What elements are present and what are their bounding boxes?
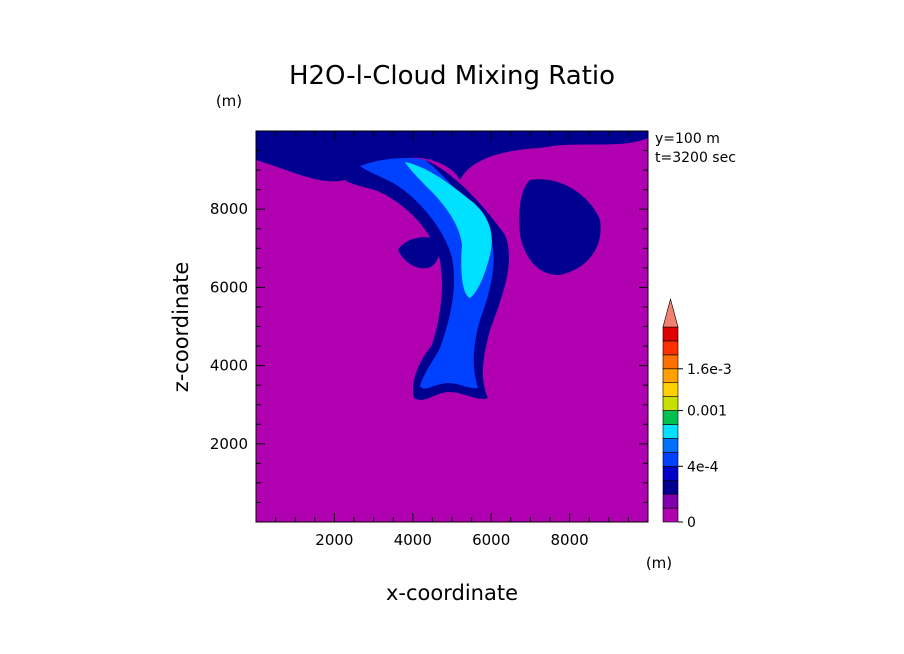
colorbar-tick-label: 1.6e-3	[687, 362, 732, 378]
colorbar-swatch	[662, 479, 679, 495]
colorbar-swatch	[662, 354, 679, 370]
y-ticks: 2000 4000 6000 8000	[210, 150, 648, 503]
colorbar-swatch	[662, 396, 679, 411]
contour-right-blob-inner	[539, 192, 591, 264]
y-axis-label: z-coordinate	[169, 262, 193, 393]
x-ticks: 2000 4000 6000 8000	[275, 131, 629, 549]
colorbar-tick-label: 4e-4	[687, 459, 719, 475]
colorbar-swatch	[662, 368, 679, 384]
colorbar-tick-label: 0	[687, 515, 696, 531]
annotation-t: t=3200 sec	[655, 150, 736, 166]
x-axis-label: x-coordinate	[386, 581, 518, 605]
colorbar-swatch	[662, 452, 679, 467]
y-tick-label: 4000	[210, 357, 248, 375]
colorbar-swatch	[662, 340, 679, 356]
colorbar: 0 4e-4 0.001 1.6e-3	[662, 297, 732, 531]
colorbar-swatch	[662, 382, 679, 397]
colorbar-swatch	[662, 507, 679, 523]
y-unit-label: (m)	[216, 92, 242, 110]
colorbar-swatch	[662, 493, 679, 509]
x-unit-label: (m)	[646, 554, 672, 572]
x-tick-label: 6000	[472, 531, 510, 549]
colorbar-swatch	[662, 438, 679, 453]
x-tick-label: 4000	[394, 531, 432, 549]
colorbar-swatch	[662, 424, 679, 439]
y-tick-label: 2000	[210, 435, 248, 453]
contour-plume-core	[405, 162, 492, 298]
x-tick-label: 8000	[551, 531, 589, 549]
y-tick-label: 6000	[210, 278, 248, 296]
colorbar-swatch	[662, 326, 679, 342]
y-tick-label: 8000	[210, 200, 248, 218]
chart-title: H2O-l-Cloud Mixing Ratio	[289, 61, 615, 91]
x-tick-label: 2000	[315, 531, 353, 549]
contour-left-blob-inner	[413, 241, 435, 260]
colorbar-extend-arrow	[662, 297, 679, 328]
colorbar-swatch	[662, 465, 679, 481]
contour-field	[256, 131, 648, 522]
contour-top-band	[256, 131, 648, 182]
colorbar-tick-label: 0.001	[687, 404, 727, 420]
annotation-y: y=100 m	[655, 131, 720, 147]
colorbar-swatch	[662, 410, 679, 425]
